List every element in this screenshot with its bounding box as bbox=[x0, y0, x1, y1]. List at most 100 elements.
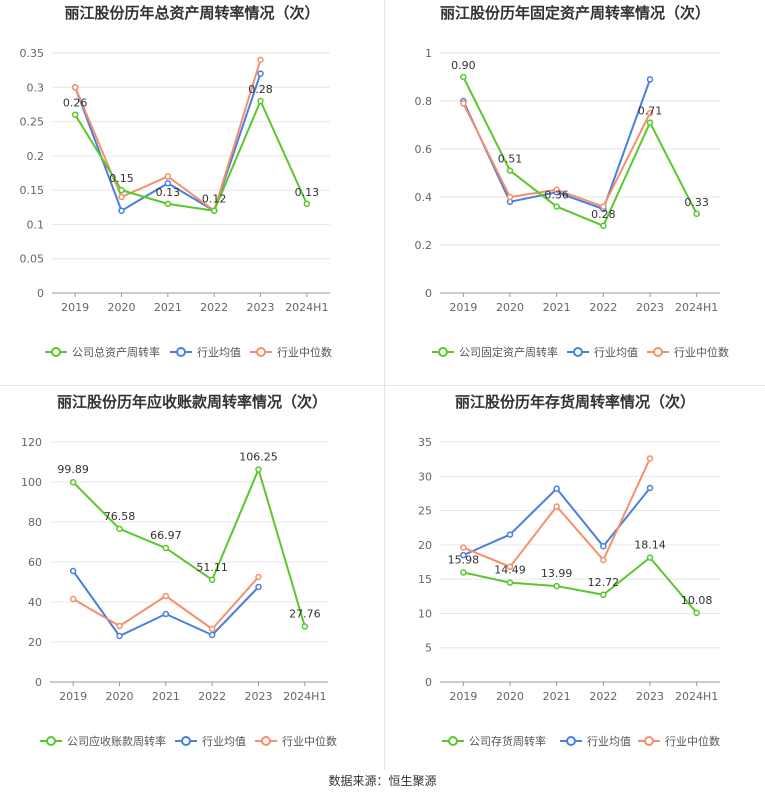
legend-swatch-marker bbox=[46, 736, 56, 746]
legend-swatch-marker bbox=[644, 736, 654, 746]
legend-item-avg[interactable]: 行业均值 bbox=[560, 735, 631, 748]
legend-swatch-marker bbox=[653, 347, 663, 357]
data-point-avg bbox=[460, 551, 467, 559]
data-point-avg bbox=[600, 542, 607, 550]
data-point-avg bbox=[646, 76, 654, 83]
data-point-company bbox=[693, 609, 700, 617]
legend-swatch-marker bbox=[181, 736, 191, 746]
series-line-median bbox=[462, 458, 651, 568]
x-tick-label: 2023 bbox=[247, 301, 275, 314]
legend-item-company[interactable]: 公司总资产周转率 bbox=[45, 345, 160, 359]
data-point-company bbox=[71, 111, 79, 118]
data-label: 0.28 bbox=[591, 208, 616, 221]
y-tick-label: 0 bbox=[425, 287, 432, 300]
data-label: 10.08 bbox=[681, 594, 713, 607]
x-tick-label: 2023 bbox=[636, 301, 664, 314]
data-label: 99.89 bbox=[57, 463, 89, 476]
y-tick-label: 5 bbox=[425, 642, 432, 655]
data-label: 13.99 bbox=[541, 567, 573, 580]
data-point-avg bbox=[208, 631, 216, 639]
data-point-avg bbox=[255, 583, 262, 591]
data-point-avg bbox=[553, 485, 560, 492]
data-point-median bbox=[118, 193, 125, 201]
y-tick-label: 80 bbox=[28, 516, 42, 529]
data-point-avg bbox=[162, 610, 170, 618]
data-point-median bbox=[164, 173, 172, 180]
data-point-median bbox=[646, 109, 654, 117]
x-tick-label: 2020 bbox=[496, 301, 524, 314]
x-tick-label: 2024H1 bbox=[283, 690, 326, 703]
data-label: 51.11 bbox=[196, 561, 228, 574]
data-point-median bbox=[646, 455, 654, 462]
y-tick-label: 100 bbox=[21, 476, 42, 489]
legend-item-avg[interactable]: 行业均值 bbox=[170, 346, 241, 359]
data-point-avg bbox=[646, 484, 654, 492]
legend-item-avg[interactable]: 行业均值 bbox=[567, 346, 638, 359]
data-label: 18.14 bbox=[634, 539, 666, 552]
data-point-company bbox=[506, 579, 514, 586]
data-point-company bbox=[553, 582, 560, 590]
legend-item-company[interactable]: 公司存货周转率 bbox=[442, 734, 546, 748]
legend-swatch-marker bbox=[566, 736, 576, 746]
chart-title: 丽江股份历年固定资产周转率情况（次） bbox=[440, 4, 710, 22]
legend-swatch-marker bbox=[176, 347, 186, 357]
legend-item-median[interactable]: 行业中位数 bbox=[647, 345, 729, 359]
y-tick-label: 30 bbox=[418, 470, 432, 483]
y-tick-label: 0.35 bbox=[20, 47, 45, 60]
y-tick-label: 60 bbox=[28, 556, 42, 569]
series-line-company bbox=[462, 76, 698, 227]
data-label: 0.90 bbox=[451, 59, 476, 72]
legend-label: 公司总资产周转率 bbox=[72, 345, 160, 359]
data-point-avg bbox=[506, 531, 514, 538]
chart-panel-4: 丽江股份历年存货周转率情况（次） 0 5 10 15 20 25 30 35 2019 2020 20… bbox=[418, 393, 720, 748]
legend-item-company[interactable]: 公司固定资产周转率 bbox=[432, 345, 558, 359]
chart-panel-1: 丽江股份历年总资产周转率情况（次） 0 0.05 0.1 0.15 0.2 0.25 0.3 0… bbox=[20, 4, 333, 359]
y-tick-label: 0.6 bbox=[415, 143, 433, 156]
data-point-median bbox=[600, 556, 607, 564]
legend-swatch-marker bbox=[261, 736, 271, 746]
data-point-company bbox=[116, 525, 123, 533]
x-tick-label: 2020 bbox=[496, 690, 524, 703]
legend-label: 行业中位数 bbox=[665, 734, 720, 748]
horizontal-divider bbox=[0, 385, 765, 386]
legend-label: 行业均值 bbox=[197, 346, 241, 359]
data-point-median bbox=[208, 625, 216, 633]
legend-item-company[interactable]: 公司应收账款周转率 bbox=[40, 734, 166, 748]
y-tick-label: 0.2 bbox=[415, 239, 433, 252]
x-tick-label: 2021 bbox=[543, 690, 571, 703]
data-point-company bbox=[600, 591, 607, 599]
legend-label: 行业中位数 bbox=[674, 345, 729, 359]
legend-item-median[interactable]: 行业中位数 bbox=[255, 734, 337, 748]
chart-title: 丽江股份历年存货周转率情况（次） bbox=[455, 393, 695, 411]
y-tick-label: 15 bbox=[418, 573, 432, 586]
legend-item-avg[interactable]: 行业均值 bbox=[175, 735, 246, 748]
data-point-median bbox=[553, 503, 560, 510]
legend-label: 公司固定资产周转率 bbox=[459, 345, 558, 359]
series-line-median bbox=[72, 576, 260, 630]
data-point-avg bbox=[118, 207, 125, 214]
data-point-median bbox=[69, 595, 77, 603]
series-line-company bbox=[463, 556, 698, 614]
data-label: 0.51 bbox=[498, 153, 523, 166]
data-point-median bbox=[257, 56, 264, 64]
data-label: 0.33 bbox=[684, 196, 709, 209]
data-point-company bbox=[164, 200, 172, 208]
legend-swatch-marker bbox=[573, 347, 583, 357]
legend-label: 行业均值 bbox=[594, 346, 638, 359]
legend-swatch-marker bbox=[256, 347, 266, 357]
y-tick-label: 120 bbox=[21, 436, 42, 449]
legend-item-median[interactable]: 行业中位数 bbox=[638, 734, 720, 748]
y-tick-label: 0 bbox=[425, 676, 432, 689]
data-point-company bbox=[460, 73, 467, 81]
x-tick-label: 2024H1 bbox=[675, 690, 718, 703]
data-point-company bbox=[646, 119, 654, 126]
y-tick-label: 0 bbox=[35, 676, 42, 689]
y-tick-label: 10 bbox=[418, 607, 432, 620]
data-point-company bbox=[69, 478, 77, 486]
data-label: 0.36 bbox=[544, 189, 569, 202]
legend-item-median[interactable]: 行业中位数 bbox=[250, 345, 332, 359]
data-point-company bbox=[301, 623, 309, 630]
data-label: 27.76 bbox=[289, 607, 321, 620]
data-point-company bbox=[506, 167, 514, 174]
x-tick-label: 2019 bbox=[61, 301, 89, 314]
